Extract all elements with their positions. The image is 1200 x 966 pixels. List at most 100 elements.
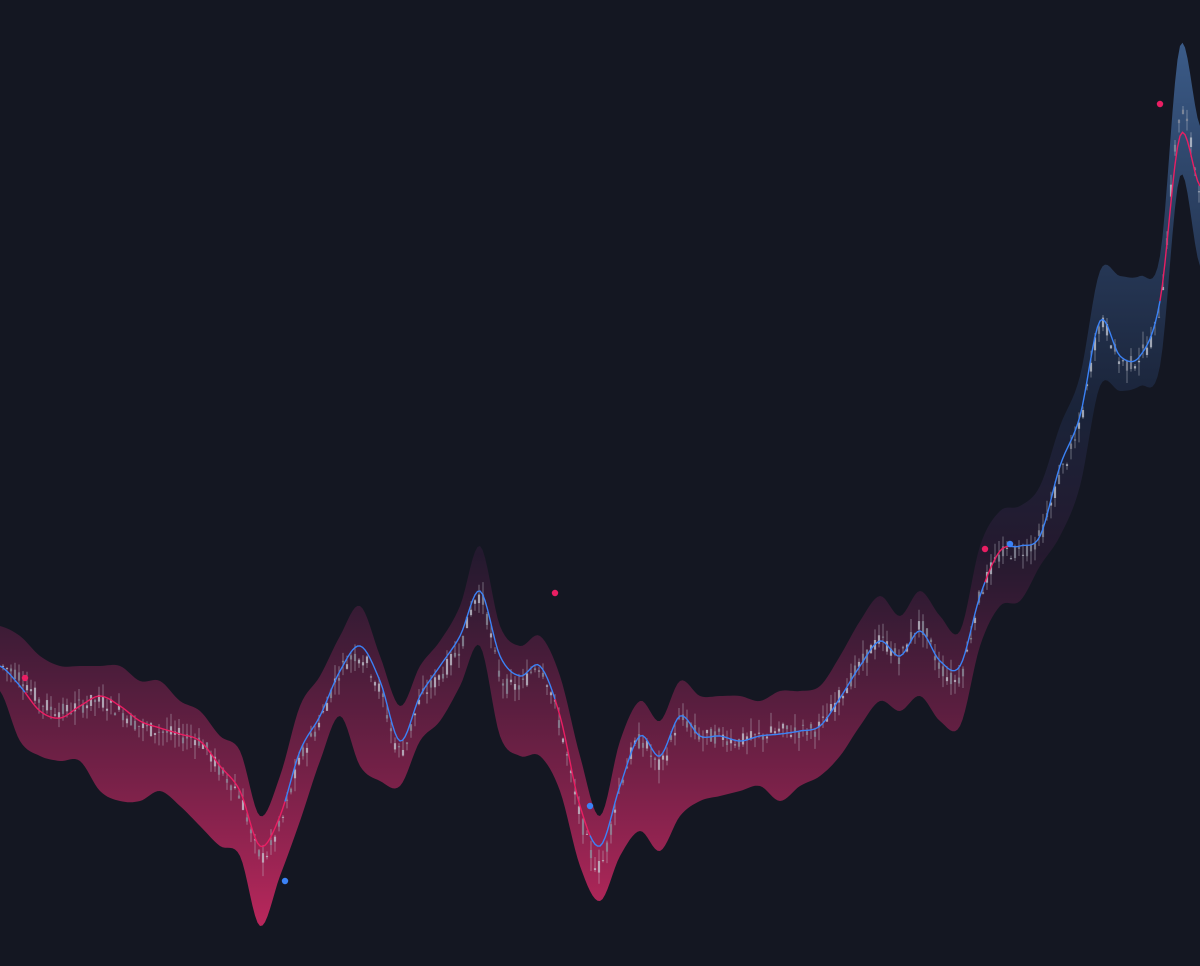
candle-body xyxy=(29,689,33,692)
candle-body xyxy=(1093,337,1097,351)
candle-body xyxy=(473,600,477,604)
candle-body xyxy=(305,747,309,753)
candle-body xyxy=(549,692,553,696)
candle-body xyxy=(693,725,697,734)
candle-body xyxy=(1145,347,1149,355)
candle xyxy=(481,582,485,615)
candle xyxy=(149,722,153,738)
candle-body xyxy=(457,653,461,656)
candle-body xyxy=(677,717,681,719)
volatility-band xyxy=(0,42,1200,926)
candle-body xyxy=(113,713,117,716)
candle-body xyxy=(469,609,473,616)
candle-body xyxy=(365,656,369,664)
candle xyxy=(533,664,537,673)
candle-body xyxy=(917,621,921,630)
candle xyxy=(313,724,317,741)
candle-body xyxy=(661,755,665,760)
candle xyxy=(945,666,949,685)
candle xyxy=(941,655,945,688)
candle xyxy=(729,728,733,751)
candle-body xyxy=(41,705,45,707)
candle-body xyxy=(17,672,21,681)
candle-body xyxy=(1109,345,1113,349)
candle-body xyxy=(385,715,389,719)
candle xyxy=(661,753,665,771)
candle-body xyxy=(133,720,137,730)
candle-body xyxy=(749,731,753,740)
candle xyxy=(249,826,253,843)
candle xyxy=(781,722,785,738)
candle-body xyxy=(481,594,485,605)
candle-body xyxy=(573,791,577,795)
candle-body xyxy=(733,744,737,746)
candle-body xyxy=(517,685,521,690)
candle-body xyxy=(945,677,949,682)
candle-body xyxy=(9,668,13,672)
candle xyxy=(1185,109,1189,131)
candle-body xyxy=(189,737,193,739)
candle xyxy=(777,721,781,735)
candle-body xyxy=(501,683,505,686)
candle-body xyxy=(61,703,65,714)
candle xyxy=(837,686,841,716)
candle-body xyxy=(377,683,381,692)
candle-body xyxy=(21,684,25,687)
candle-body xyxy=(593,868,597,871)
candle-body xyxy=(1137,360,1141,363)
candle xyxy=(829,694,833,713)
candle-body xyxy=(773,731,777,734)
candle xyxy=(57,702,61,728)
candle-body xyxy=(949,672,953,685)
candle-body xyxy=(845,687,849,694)
candle-body xyxy=(285,799,289,801)
candle xyxy=(561,737,565,745)
candle xyxy=(17,664,21,688)
candle xyxy=(793,714,797,744)
candle-body xyxy=(937,662,941,669)
candle xyxy=(1145,336,1149,358)
candle xyxy=(1109,344,1113,349)
candle xyxy=(117,693,121,712)
candle-body xyxy=(1173,144,1177,152)
candle-body xyxy=(569,770,573,774)
candle-body xyxy=(1005,547,1009,549)
candle-body xyxy=(349,655,353,660)
candle-body xyxy=(453,652,457,657)
candle xyxy=(365,655,369,669)
candle-body xyxy=(293,769,297,779)
candle-body xyxy=(777,728,781,732)
candle-body xyxy=(493,650,497,652)
candle-body xyxy=(445,659,449,675)
candle-body xyxy=(877,635,881,644)
candle-body xyxy=(821,716,825,718)
candle-body xyxy=(129,715,133,726)
candle-body xyxy=(669,735,673,740)
candle-body xyxy=(809,724,813,729)
candle xyxy=(181,723,185,752)
candle xyxy=(1021,543,1025,569)
candle xyxy=(549,691,553,704)
candle xyxy=(997,540,1001,569)
candle xyxy=(301,744,305,760)
candle-body xyxy=(713,731,717,744)
candle-body xyxy=(545,685,549,687)
candle-body xyxy=(497,670,501,677)
trend-layer xyxy=(0,131,1200,848)
candle-body xyxy=(585,833,589,835)
candle-body xyxy=(805,731,809,735)
candle-body xyxy=(213,756,217,767)
marker-layer xyxy=(21,100,1164,885)
candle xyxy=(1029,535,1033,565)
candle-body xyxy=(941,666,945,677)
candle-body xyxy=(601,860,605,862)
candle-body xyxy=(961,668,965,677)
candle-body xyxy=(505,678,509,694)
candle-body xyxy=(121,713,125,721)
candle-body xyxy=(625,766,629,769)
candle-body xyxy=(509,679,513,683)
candle-body xyxy=(533,668,537,671)
candle-body xyxy=(157,731,161,733)
candle xyxy=(937,651,941,679)
